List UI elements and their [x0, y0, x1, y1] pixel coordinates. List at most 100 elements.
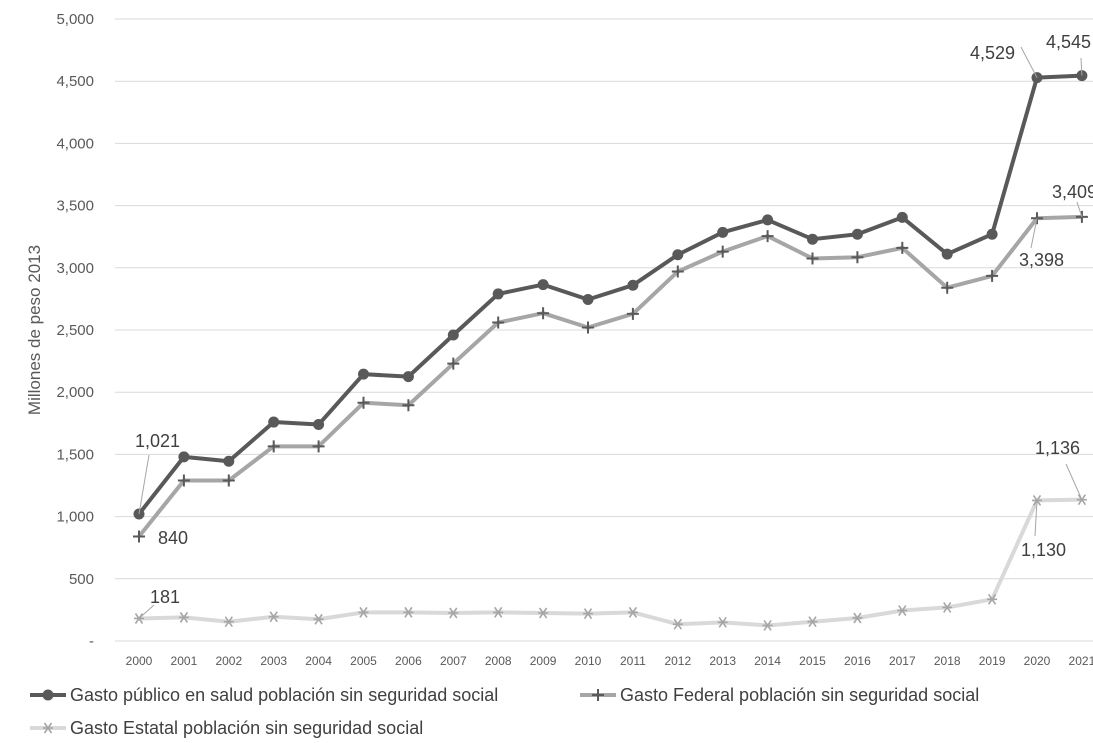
y-tick-label: 4,500	[56, 73, 94, 90]
legend-label: Gasto público en salud población sin seg…	[70, 685, 498, 705]
label-leader-line	[1030, 218, 1038, 249]
data-point	[627, 606, 638, 618]
x-tick-label: 2003	[260, 654, 287, 668]
series-line	[138, 497, 1082, 628]
data-point	[177, 474, 190, 487]
x-tick-label: 2016	[844, 654, 871, 668]
x-tick-label: 2006	[395, 654, 422, 668]
data-point	[582, 294, 594, 306]
data-point	[716, 245, 729, 258]
legend-item: Gasto Federal población sin seguridad so…	[580, 685, 979, 705]
data-point	[986, 228, 998, 240]
x-tick-label: 2001	[171, 654, 198, 668]
data-point	[592, 689, 604, 701]
x-tick-label: 2011	[620, 654, 646, 668]
data-point	[942, 601, 953, 613]
data-point	[134, 613, 144, 624]
x-tick-label: 2000	[126, 654, 153, 668]
x-tick-label: 2009	[530, 654, 557, 668]
data-point	[986, 269, 999, 282]
y-tick-label: 3,500	[56, 198, 94, 215]
data-point	[806, 252, 819, 265]
data-point	[358, 368, 369, 380]
data-point	[626, 307, 639, 320]
label-leader-line	[1020, 46, 1038, 78]
data-point	[43, 722, 53, 734]
data-point	[492, 316, 505, 329]
x-axis-ticks: 2000 2001 2002 2003 2004 2005 2006 2007 2008 2009…	[126, 654, 1093, 668]
data-point	[897, 605, 908, 616]
y-tick-label: 4,000	[56, 135, 94, 152]
data-label: 4,529	[970, 43, 1015, 63]
series-lines	[133, 70, 1088, 631]
x-tick-label: 2005	[350, 654, 377, 668]
x-tick-label: 2020	[1024, 654, 1051, 668]
data-point	[941, 281, 954, 294]
data-point	[448, 607, 459, 619]
data-point	[223, 616, 234, 628]
y-tick-label: 1,000	[56, 509, 94, 526]
x-tick-label: 2013	[709, 654, 736, 668]
legend-label: Gasto Estatal población sin seguridad so…	[70, 718, 423, 738]
data-point	[313, 419, 325, 431]
data-point	[403, 606, 414, 618]
series-line	[137, 73, 1082, 516]
data-point	[178, 611, 189, 623]
y-tick-label: 5,000	[56, 11, 94, 28]
data-point	[762, 619, 773, 631]
data-label: 181	[150, 587, 180, 607]
data-point	[851, 251, 864, 264]
data-point	[402, 399, 415, 412]
x-tick-label: 2019	[979, 654, 1006, 668]
data-point	[583, 608, 593, 620]
data-point	[627, 279, 639, 291]
data-point	[762, 214, 774, 226]
data-point	[223, 455, 235, 467]
y-tick-label: 2,000	[56, 384, 94, 401]
label-leader-line	[1034, 500, 1038, 537]
series-line	[137, 214, 1082, 538]
data-point	[178, 451, 190, 463]
data-point	[268, 611, 279, 623]
data-label: 1,130	[1021, 540, 1066, 560]
data-label: 4,545	[1046, 32, 1091, 52]
data-point	[672, 618, 683, 630]
data-point	[671, 265, 684, 278]
data-point	[447, 357, 460, 370]
data-point	[807, 616, 818, 628]
x-tick-label: 2004	[305, 654, 332, 668]
y-tick-label: 2,500	[56, 322, 94, 339]
data-point	[896, 211, 908, 223]
data-point	[717, 616, 728, 628]
data-point	[357, 396, 370, 409]
data-point	[267, 440, 280, 453]
data-point	[896, 241, 909, 254]
data-label: 840	[158, 528, 188, 548]
data-point	[222, 474, 235, 487]
x-tick-label: 2008	[485, 654, 512, 668]
data-point	[313, 613, 324, 625]
data-point	[582, 321, 594, 334]
series-1	[133, 210, 1088, 543]
data-label: 3,398	[1019, 250, 1064, 270]
x-tick-label: 2018	[934, 654, 961, 668]
data-point	[987, 593, 998, 605]
data-point	[268, 416, 280, 428]
legend-item: Gasto público en salud población sin seg…	[30, 685, 498, 705]
x-tick-label: 2007	[440, 654, 467, 668]
data-label: 1,136	[1035, 438, 1080, 458]
series-0	[133, 70, 1088, 520]
data-point	[852, 612, 863, 624]
legend-label: Gasto Federal población sin seguridad so…	[620, 685, 979, 705]
data-point	[358, 606, 369, 618]
data-point	[1076, 494, 1087, 506]
x-tick-label: 2017	[889, 654, 916, 668]
data-point	[761, 230, 774, 243]
y-axis-title: Millones de peso 2013	[25, 245, 44, 415]
data-point	[851, 228, 863, 240]
label-leader-line	[1076, 201, 1083, 218]
label-leader-line	[1065, 463, 1083, 500]
data-point	[537, 307, 550, 320]
x-tick-label: 2021	[1069, 654, 1093, 668]
data-point	[447, 329, 459, 341]
